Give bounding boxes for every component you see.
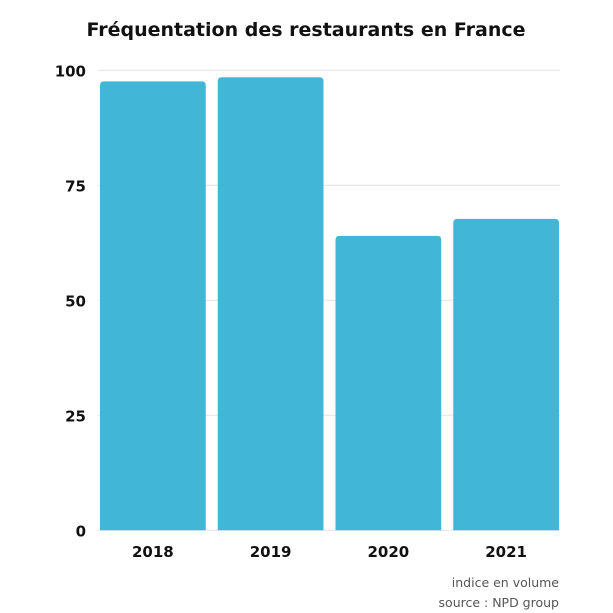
- y-tick-label: 50: [65, 292, 86, 310]
- y-tick-label: 100: [55, 62, 86, 80]
- bar-2021: [453, 218, 559, 531]
- bar-2018: [100, 81, 206, 531]
- x-tick-label: 2018: [132, 543, 174, 561]
- note-source: source : NPD group: [439, 595, 560, 610]
- x-tick-label: 2019: [250, 543, 292, 561]
- bar-2019: [217, 77, 324, 531]
- chart-title: Fréquentation des restaurants en France: [86, 19, 525, 41]
- note-index: indice en volume: [452, 575, 560, 590]
- y-tick-label: 0: [76, 522, 86, 540]
- x-tick-label: 2021: [485, 543, 527, 561]
- bar-2020: [335, 235, 442, 531]
- y-tick-label: 25: [65, 407, 86, 425]
- x-tick-label: 2020: [368, 543, 410, 561]
- y-tick-label: 75: [65, 177, 86, 195]
